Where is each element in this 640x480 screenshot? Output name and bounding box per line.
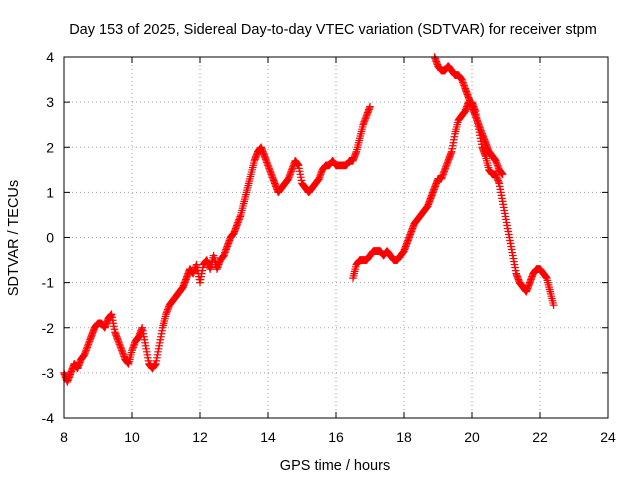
x-tick-label: 22	[532, 429, 548, 445]
y-tick-label: 4	[46, 49, 54, 65]
x-tick-label: 14	[260, 429, 276, 445]
data-point	[549, 301, 558, 309]
plot-frame	[63, 56, 609, 419]
series-3	[430, 53, 507, 179]
x-tick-label: 12	[192, 429, 208, 445]
x-tick-labels: 8 10 12 14 16 18 20 22 24	[60, 429, 616, 445]
x-tick-label: 18	[396, 429, 412, 445]
x-tick-label: 10	[124, 429, 140, 445]
y-tick-label: 0	[46, 230, 54, 246]
y-axis-label: SDTVAR / TECUs	[6, 180, 22, 296]
y-tick-label: -3	[42, 365, 55, 381]
y-tick-label: -2	[42, 320, 55, 336]
chart-title: Day 153 of 2025, Sidereal Day-to-day VTE…	[69, 22, 597, 38]
series-1	[60, 102, 374, 386]
y-tick-label: 2	[46, 139, 54, 155]
y-tick-label: 1	[46, 184, 54, 200]
x-tick-label: 24	[600, 429, 616, 445]
x-tick-label: 16	[328, 429, 344, 445]
x-tick-label: 8	[60, 429, 68, 445]
series-2	[349, 98, 558, 309]
grid-lines	[64, 57, 608, 418]
data-points	[60, 53, 558, 386]
data-point	[366, 102, 374, 111]
y-tick-labels: 4 3 2 1 0 -1 -2 -3 -4	[42, 49, 55, 426]
y-tick-label: -4	[42, 410, 55, 426]
y-tick-label: 3	[46, 94, 54, 110]
data-point	[498, 170, 507, 179]
x-tick-label: 20	[464, 429, 480, 445]
x-axis-label: GPS time / hours	[280, 458, 390, 474]
y-tick-label: -1	[42, 275, 55, 291]
